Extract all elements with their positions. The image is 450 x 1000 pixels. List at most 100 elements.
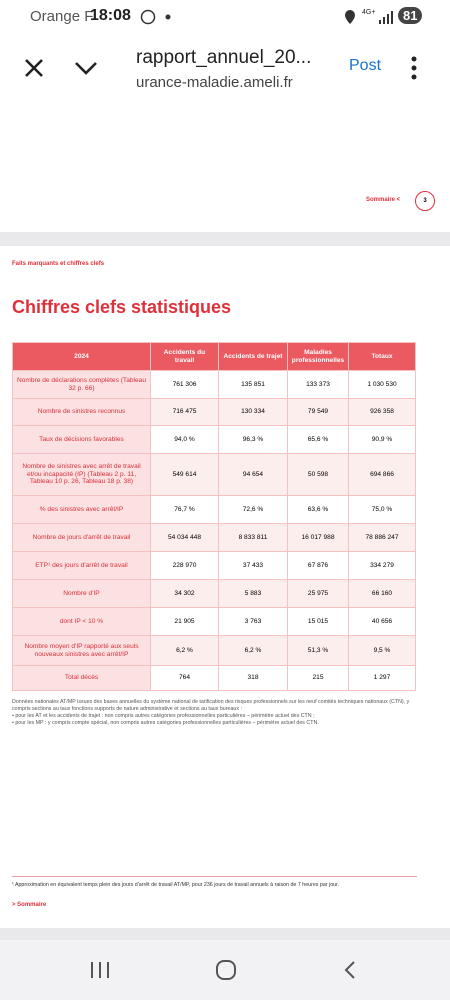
row-label: Nombre moyen d'IP rapporté aux seuls nou…	[12, 635, 151, 666]
cell: 5 883	[218, 579, 288, 608]
cell: 54 034 448	[150, 523, 219, 552]
row-label: dont IP < 10 %	[12, 607, 151, 636]
cell: 21 905	[150, 607, 219, 636]
close-button[interactable]	[24, 58, 44, 78]
note-line: • pour les MP : y compris compte spécial…	[12, 720, 319, 727]
cell: 65,6 %	[287, 425, 349, 454]
cell: 133 373	[287, 370, 349, 399]
cell: 135 851	[218, 370, 288, 399]
cell: 94 654	[218, 453, 288, 496]
network: 4G+	[362, 9, 376, 16]
row-label: Nombre de sinistres reconnus	[12, 398, 151, 426]
row-label: % des sinistres avec arrêt/IP	[12, 495, 151, 524]
row-label: Nombre de jours d'arrêt de travail	[12, 523, 151, 552]
table-row: Nombre moyen d'IP rapporté aux seuls nou…	[12, 635, 416, 666]
table-row: Total décès 764 318 215 1 297	[12, 665, 416, 691]
cell: 761 306	[150, 370, 219, 399]
pdf-page: Sommaire < 3	[0, 100, 450, 232]
header-cell: Totaux	[348, 342, 416, 371]
nav-bar	[0, 940, 450, 1000]
note-line: Données nationales AT/MP issues des base…	[12, 699, 410, 713]
cell: 34 302	[150, 579, 219, 608]
cell: 228 970	[150, 551, 219, 580]
header-row: 2024 Accidents du travail Accidents de tra…	[12, 342, 416, 371]
recents-button[interactable]	[88, 960, 112, 980]
cell: 6,2 %	[150, 635, 219, 666]
note-line: • pour les AT et les accidents de trajet…	[12, 713, 315, 720]
cell: 50 598	[287, 453, 349, 496]
table-row: Taux de décisions favorables 94,0 % 96,3 %…	[12, 425, 416, 454]
header-cell: Accidents de trajet	[218, 342, 288, 371]
heading: Chiffres clefs statistiques	[12, 297, 232, 317]
summary-link[interactable]: > Sommaire	[12, 902, 47, 908]
section-label: Faits marquants et chiffres clefs	[12, 261, 105, 267]
cell: 16 017 988	[287, 523, 349, 552]
row-label: Nombre de sinistres avec arrêt de travai…	[12, 453, 151, 496]
location-icon	[345, 10, 355, 24]
cell: 3 763	[218, 607, 288, 636]
cell: 25 975	[287, 579, 349, 608]
cell: 94,0 %	[150, 425, 219, 454]
row-label: Taux de décisions favorables	[12, 425, 151, 454]
table-row: Nombre de sinistres avec arrêt de travai…	[12, 453, 416, 496]
cell: 72,6 %	[218, 495, 288, 524]
row-label: Total décès	[12, 665, 151, 691]
cell: 78 886 247	[348, 523, 416, 552]
cell: 66 160	[348, 579, 416, 608]
cell: 1 030 530	[348, 370, 416, 399]
cell: 549 614	[150, 453, 219, 496]
pdf-page: Faits marquants et chiffres clefs Chiffr…	[0, 246, 450, 928]
cell: 926 358	[348, 398, 416, 426]
table-row: Nombre de déclarations complètes (Tablea…	[12, 370, 416, 399]
header-cell: Maladies professionnelles	[287, 342, 349, 371]
cell: 37 433	[218, 551, 288, 580]
carrier: Orange F	[30, 8, 94, 25]
cell: 9,5 %	[348, 635, 416, 666]
back-button[interactable]	[342, 960, 358, 980]
table-row: dont IP < 10 % 21 905 3 763 15 015 40 656	[12, 607, 416, 636]
battery: 81	[398, 7, 423, 24]
document-url: urance-maladie.ameli.fr	[136, 74, 293, 91]
header-cell: 2024	[12, 342, 151, 371]
table-row: % des sinistres avec arrêt/IP 76,7 % 72,6 …	[12, 495, 416, 524]
cell: 764	[150, 665, 219, 691]
cell: 1 297	[348, 665, 416, 691]
cell: 96,3 %	[218, 425, 288, 454]
table-row: Nombre de jours d'arrêt de travail 54 034…	[12, 523, 416, 552]
cell: 318	[218, 665, 288, 691]
table-row: Nombre d'IP 34 302 5 883 25 975 66 160	[12, 579, 416, 608]
toolbar: rapport_annuel_20... urance-maladie.amel…	[0, 34, 450, 100]
stats-table: 2024 Accidents du travail Accidents de tra…	[12, 342, 416, 691]
row-label: Nombre de déclarations complètes (Tablea…	[12, 370, 151, 399]
cell: 79 549	[287, 398, 349, 426]
cell: 63,6 %	[287, 495, 349, 524]
header-cell: Accidents du travail	[150, 342, 219, 371]
cell: 90,9 %	[348, 425, 416, 454]
cell: 694 866	[348, 453, 416, 496]
cell: 6,2 %	[218, 635, 288, 666]
table-row: ETP¹ des jours d'arrêt de travail 228 970…	[12, 551, 416, 580]
cell: 215	[287, 665, 349, 691]
cell: 334 279	[348, 551, 416, 580]
status-icons	[140, 9, 171, 25]
footnote: ¹ Approximation en équivalent temps plei…	[12, 882, 340, 888]
row-label: ETP¹ des jours d'arrêt de travail	[12, 551, 151, 580]
table-row: Nombre de sinistres reconnus 716 475 130 3…	[12, 398, 416, 426]
home-button[interactable]	[214, 960, 238, 980]
cell: 40 656	[348, 607, 416, 636]
cell: 15 015	[287, 607, 349, 636]
cell: 8 833 811	[218, 523, 288, 552]
page-number: 3	[415, 191, 435, 211]
menu-button[interactable]	[410, 56, 418, 80]
signal-icon	[379, 11, 393, 24]
status-bar: Orange F 18:08 4G+ 81	[0, 0, 450, 34]
cell: 716 475	[150, 398, 219, 426]
expand-button[interactable]	[74, 60, 98, 76]
post-button[interactable]: Post	[349, 57, 382, 74]
cell: 67 876	[287, 551, 349, 580]
time: 18:08	[90, 7, 131, 24]
summary-link[interactable]: Sommaire <	[366, 197, 401, 203]
cell: 75,0 %	[348, 495, 416, 524]
divider	[12, 876, 417, 877]
